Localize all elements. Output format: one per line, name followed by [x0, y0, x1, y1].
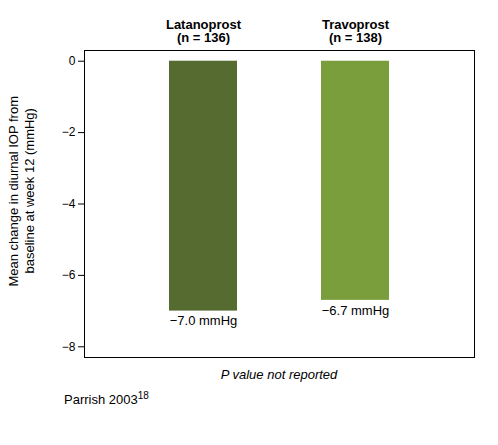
html-text:P value not reported: P value not reported: [220, 367, 338, 382]
html-text:Mean change in diurnal IOP fro: Mean change in diurnal IOP from baseline…: [6, 95, 37, 287]
svg-text:−6.7 mmHg: −6.7 mmHg: [322, 303, 390, 318]
svg-text:−4: −4: [62, 197, 76, 211]
svg-text:−6: −6: [62, 268, 76, 282]
svg-text:−8: −8: [62, 340, 76, 354]
svg-text:0: 0: [69, 54, 76, 68]
svg-text:Latanoprost(n = 136): Latanoprost(n = 136): [166, 17, 242, 45]
svg-text:Travoprost(n = 138): Travoprost(n = 138): [322, 17, 390, 45]
svg-text:−2: −2: [62, 125, 76, 139]
svg-text:−7.0 mmHg: −7.0 mmHg: [170, 313, 238, 328]
html-text:Parrish 2003: Parrish 2003: [64, 392, 138, 408]
html-text:18: 18: [137, 390, 149, 401]
